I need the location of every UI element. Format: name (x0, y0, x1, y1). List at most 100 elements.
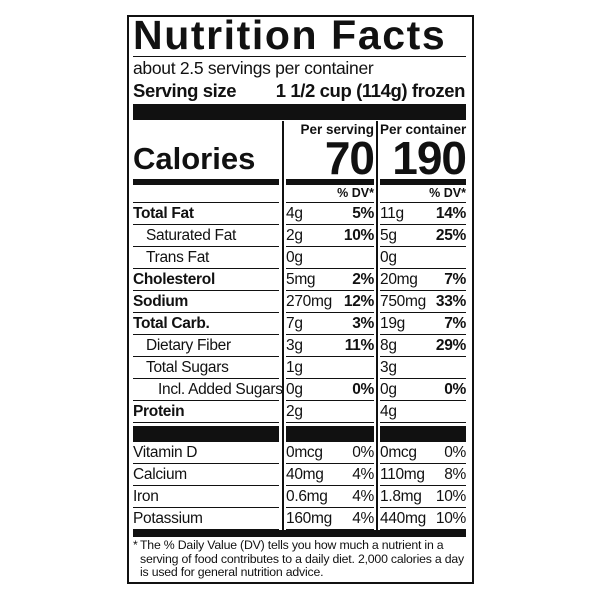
serving-amount: 3g (286, 337, 303, 354)
container-value-cell: 0mcg 0% (380, 442, 466, 464)
serving-size: Serving size 1 1/2 cup (114g) frozen (133, 80, 465, 102)
serving-amount: 2g (286, 403, 303, 420)
nutrient-label-cell: Dietary Fiber (133, 335, 279, 357)
container-value-cell: 5g 25% (380, 225, 466, 247)
divider (286, 202, 374, 203)
container-value-cell: 8g 29% (380, 335, 466, 357)
nutrient-label-cell: Vitamin D (133, 442, 279, 464)
serving-value-cell: 4g 5% (286, 203, 374, 225)
serving-daily-value: 2% (352, 271, 374, 288)
nutrient-label-cell: Trans Fat (133, 247, 279, 269)
nutrient-label-cell: Saturated Fat (133, 225, 279, 247)
label-title: Nutrition Facts (133, 12, 447, 58)
nutrient-name: Potassium (133, 510, 203, 527)
nutrient-name: Sodium (133, 293, 189, 310)
nutrient-label-cell: Protein (133, 401, 279, 423)
serving-value-cell: 5mg 2% (286, 269, 374, 291)
nutrient-name: Incl. Added Sugars (158, 381, 283, 398)
container-value-cell: 0g (380, 247, 466, 269)
serving-amount: 5mg (286, 271, 316, 288)
container-amount: 750mg (380, 293, 426, 310)
serving-daily-value: 4% (352, 488, 374, 505)
container-daily-value: 7% (444, 315, 466, 332)
serving-value-cell: 0g 0% (286, 379, 374, 401)
nutrient-label-cell: Cholesterol (133, 269, 279, 291)
nutrient-name: Dietary Fiber (146, 337, 231, 354)
serving-amount: 0g (286, 381, 303, 398)
nutrient-label-cell: Calcium (133, 464, 279, 486)
serving-amount: 270mg (286, 293, 332, 310)
serving-daily-value: 10% (343, 227, 374, 244)
thick-bar (133, 530, 466, 537)
serving-amount: 7g (286, 315, 303, 332)
serving-amount: 4g (286, 205, 303, 222)
serving-value-cell: 7g 3% (286, 313, 374, 335)
container-amount: 20mg (380, 271, 418, 288)
serving-amount: 40mg (286, 466, 324, 483)
divider (133, 56, 466, 57)
footnote-marker: * (133, 538, 138, 552)
thick-bar (133, 104, 466, 120)
servings-per-container: about 2.5 servings per container (133, 58, 374, 78)
nutrient-label-cell: Iron (133, 486, 279, 508)
serving-daily-value: 4% (352, 510, 374, 527)
container-amount: 440mg (380, 510, 426, 527)
serving-value-cell: 0.6mg 4% (286, 486, 374, 508)
nutrient-name: Cholesterol (133, 271, 215, 288)
serving-value-cell: 160mg 4% (286, 508, 374, 530)
container-amount: 8g (380, 337, 397, 354)
container-amount: 110mg (380, 466, 425, 483)
nutrient-label-cell: Total Fat (133, 203, 279, 225)
divider (133, 202, 279, 203)
serving-daily-value: 12% (343, 293, 374, 310)
calories-label: Calories (133, 141, 256, 176)
nutrient-label-cell: Total Sugars (133, 357, 279, 379)
container-daily-value: 0% (444, 444, 466, 461)
serving-daily-value: 4% (352, 466, 374, 483)
container-amount: 3g (380, 359, 397, 376)
serving-value-cell: 270mg 12% (286, 291, 374, 313)
container-value-cell: 20mg 7% (380, 269, 466, 291)
serving-size-label: Serving size (133, 80, 237, 101)
per-serving-header: Per serving (300, 122, 374, 137)
container-daily-value: 33% (435, 293, 466, 310)
serving-daily-value: 3% (352, 315, 374, 332)
nutrient-label-cell: Total Carb. (133, 313, 279, 335)
nutrient-name: Total Fat (133, 205, 194, 222)
column-divider (376, 121, 378, 531)
nutrient-label-cell: Potassium (133, 508, 279, 530)
container-value-cell: 110mg 8% (380, 464, 466, 486)
container-amount: 11g (380, 205, 404, 222)
container-daily-value: 14% (435, 205, 466, 222)
container-value-cell: 0g 0% (380, 379, 466, 401)
serving-amount: 2g (286, 227, 303, 244)
divider (380, 202, 466, 203)
medium-bar (380, 179, 466, 185)
serving-value-cell: 3g 11% (286, 335, 374, 357)
serving-value-cell: 1g (286, 357, 374, 379)
serving-amount: 1g (286, 359, 303, 376)
serving-value-cell: 0mcg 0% (286, 442, 374, 464)
container-amount: 4g (380, 403, 397, 420)
calories-per-serving: 70 (324, 132, 375, 184)
container-value-cell: 11g 14% (380, 203, 466, 225)
calories-per-container: 190 (392, 132, 467, 184)
per-container-header: Per container (380, 122, 467, 137)
container-daily-value: 7% (444, 271, 466, 288)
container-daily-value: 10% (435, 488, 466, 505)
serving-daily-value: 0% (352, 444, 374, 461)
thick-bar (286, 426, 374, 442)
container-daily-value: 10% (435, 510, 466, 527)
footnote: * The % Daily Value (DV) tells you how m… (133, 538, 468, 580)
container-value-cell: 19g 7% (380, 313, 466, 335)
nutrient-name: Vitamin D (133, 444, 198, 461)
serving-value-cell: 2g (286, 401, 374, 423)
nutrient-name: Calcium (133, 466, 187, 483)
thick-bar (133, 426, 279, 442)
container-value-cell: 440mg 10% (380, 508, 466, 530)
container-amount: 0mcg (380, 444, 417, 461)
nutrient-label-cell: Sodium (133, 291, 279, 313)
serving-amount: 160mg (286, 510, 332, 527)
serving-amount: 0g (286, 249, 303, 266)
serving-value-cell: 2g 10% (286, 225, 374, 247)
